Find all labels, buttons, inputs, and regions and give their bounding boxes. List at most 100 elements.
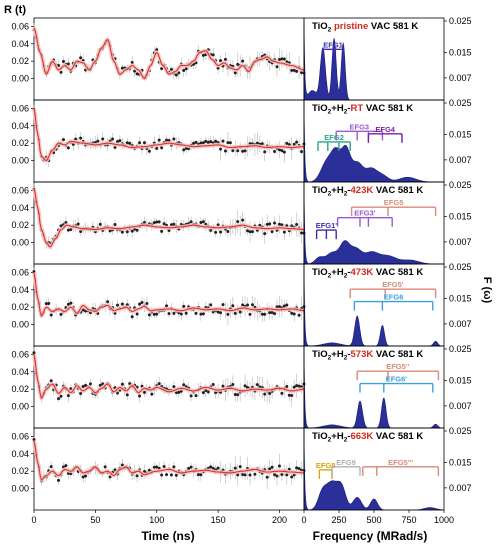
efg-bracket: EFG1' [316,221,337,240]
x-tick-label: 100 [149,515,164,525]
y-tick-label: 0.06 [11,267,29,277]
data-points [32,267,306,326]
data-point [233,311,237,315]
data-point [233,392,237,396]
data-point [135,72,139,76]
data-point [250,230,254,234]
condition-label: TiO2+H2-473K VAC 581 K [312,267,423,280]
f-tick-label: 0.025 [449,98,472,108]
x-axis-right-label: Frequency (MRad/s) [313,529,428,543]
data-point [88,382,92,386]
data-point [81,475,85,479]
data-point [263,312,267,316]
label-part: - [347,267,350,278]
data-point [297,467,301,471]
y-tick-label: 0.02 [11,138,29,148]
label-subscript: 2 [328,27,332,34]
data-point [285,385,289,389]
data-point [236,149,240,153]
data-point [115,303,119,307]
data-point [32,437,36,441]
data-point [290,475,294,479]
label-highlight: 663K [351,431,374,442]
data-point [273,312,277,316]
f-tick-label: 0.015 [449,294,472,304]
f-tick-label: 0.007 [449,401,472,411]
data-point [118,139,122,143]
f-tick-label: 0.007 [449,73,472,83]
data-point [206,140,210,144]
data-point [236,220,240,224]
data-point [199,473,203,477]
data-point [44,302,48,306]
data-point [84,383,88,387]
data-point [290,224,294,228]
label-part: - [347,349,350,360]
time-x-axis: 0 50 100 150 200 [31,510,287,525]
f-tick-label: 0.007 [449,483,472,493]
freq-panel-6: EFG8 EFG9 EFG5'''0.0070.0150.025TiO2+H2-66… [303,426,472,511]
data-point [162,464,166,468]
y-tick-label: 0.06 [11,349,29,359]
bracket-label: EFG6' [386,375,408,384]
bracket-label: EFG5' [382,280,404,289]
data-point [150,392,154,396]
data-point [263,150,267,154]
data-point [179,389,183,393]
fit-line [33,354,304,399]
data-point [263,392,267,396]
efg-bracket: EFG5' [349,280,437,299]
data-point [130,60,134,64]
fx-tick-label: 250 [331,515,346,525]
data-point [211,466,215,470]
data-point [177,71,181,75]
data-point [125,230,129,234]
spectrum-area [303,188,444,265]
data-point [172,385,176,389]
data-point [219,311,223,315]
data-point [290,311,294,315]
data-point [57,478,61,482]
condition-label: TiO2+H2-663K VAC 581 K [312,431,423,444]
data-point [152,221,156,225]
data-point [282,150,286,154]
label-part: - [347,431,350,442]
condition-label: TiO2+H2-RT VAC 581 K [312,103,413,116]
data-point [236,473,240,477]
data-point [182,304,186,308]
data-point [236,62,240,66]
time-panel-frame [33,181,305,265]
data-point [243,384,247,388]
data-point [255,383,259,387]
f-tick-label: 0.015 [449,458,472,468]
data-point [120,66,124,70]
data-point [219,147,223,151]
data-point [201,141,205,145]
data-point [172,311,176,315]
data-point [120,230,124,234]
y-tick-label: 0.06 [11,431,29,441]
data-point [184,311,188,315]
data-point [32,351,36,355]
data-point [277,464,281,468]
label-part: +H [331,103,344,114]
data-point [292,312,296,316]
data-point [155,48,159,52]
bracket-label: EFG5''' [388,458,413,467]
efg-bracket: EFG3' [336,209,393,227]
data-points [32,347,306,407]
data-point [290,394,294,398]
data-point [263,232,267,236]
data-point [120,302,124,306]
y-axis-left-label: R (t) [4,4,26,16]
freq-panel-3: EFG1'EFG3'EFG50.0070.0150.025TiO2+H2-423… [303,180,472,265]
label-highlight: RT [351,103,364,114]
data-point [165,473,169,477]
data-point [182,148,186,152]
data-point [248,230,252,234]
data-point [292,68,296,72]
time-panel-4: 0.00 0.02 0.04 0.06 [11,263,306,347]
data-point [160,67,164,71]
